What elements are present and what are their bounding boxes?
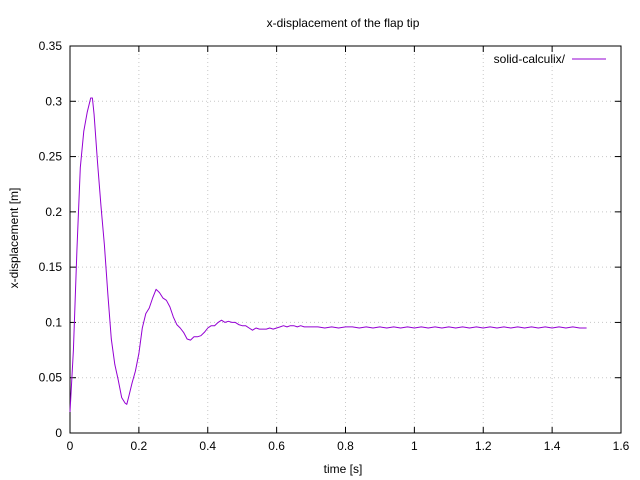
y-tick-label: 0.05 — [39, 371, 63, 385]
x-tick-label: 1.2 — [475, 439, 492, 453]
x-tick-label: 0 — [67, 439, 74, 453]
x-tick-label: 0.4 — [199, 439, 216, 453]
y-tick-label: 0.2 — [45, 205, 62, 219]
y-tick-label: 0.3 — [45, 94, 62, 108]
chart-title: x-displacement of the flap tip — [267, 16, 420, 30]
legend: solid-calculix/ — [494, 52, 606, 66]
x-tick-label: 0.2 — [131, 439, 148, 453]
x-axis-title: time [s] — [324, 462, 363, 476]
grid — [70, 46, 621, 433]
y-tick-label: 0.1 — [45, 315, 62, 329]
y-tick-label: 0.25 — [39, 150, 63, 164]
x-tick-label: 0.6 — [268, 439, 285, 453]
series-layer — [69, 97, 587, 413]
x-tick-label: 0.8 — [337, 439, 354, 453]
y-tick-label: 0.15 — [39, 260, 63, 274]
y-tick-label: 0.35 — [39, 39, 63, 53]
x-tick-label: 1.4 — [544, 439, 561, 453]
y-axis-title: x-displacement [m] — [7, 188, 21, 289]
x-tick-label: 1.6 — [613, 439, 630, 453]
legend-label: solid-calculix/ — [494, 52, 566, 66]
tick-labels: 0 0.2 0.4 0.6 0.8 1 1.2 1.4 1.6 0 0.05 0.1 0.15 0.2 0.… — [39, 39, 630, 453]
x-tick-label: 1 — [411, 439, 418, 453]
axis-ticks — [69, 45, 622, 434]
series-line — [69, 97, 587, 413]
y-tick-label: 0 — [55, 426, 62, 440]
